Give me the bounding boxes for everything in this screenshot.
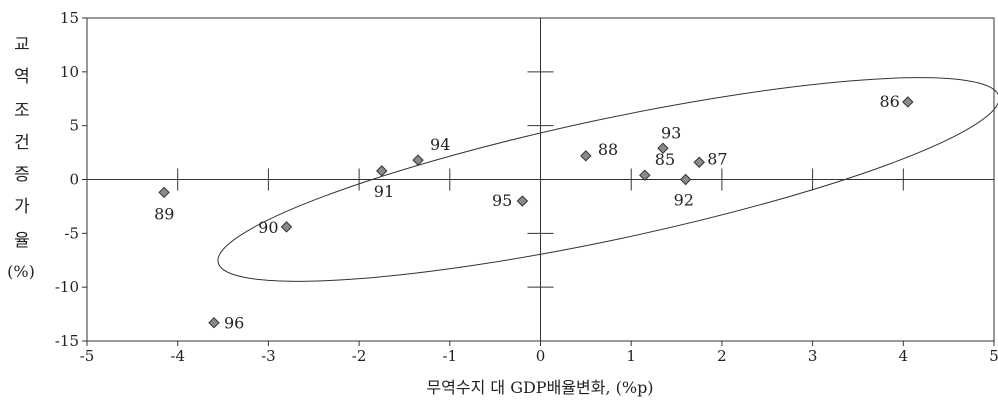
data-point-92 [679,173,692,186]
y-axis-label-char: 역 [14,67,30,87]
x-tick-label: 3 [808,347,818,365]
y-axis-label-char: 건 [14,133,30,153]
point-label-93: 93 [661,123,681,142]
y-tick-label: 10 [60,63,79,81]
x-tick-label: -2 [352,347,367,365]
x-tick-label: -4 [170,347,185,365]
y-tick-label: -5 [64,224,79,242]
axes [87,18,994,341]
point-label-86: 86 [879,92,899,111]
data-point-85 [639,169,651,181]
x-tick-label: -1 [442,347,457,365]
y-axis-label-char: 증 [14,165,30,185]
x-tick-label: 0 [536,347,546,365]
point-label-95: 95 [492,191,512,210]
x-tick-label: 4 [899,347,909,365]
point-label-85: 85 [655,150,675,169]
annotation-layer [217,77,998,282]
x-axis-label: 무역수지 대 GDP배율변화, (%p) [426,378,653,397]
data-points: 86 93 88 87 85 92 94 91 95 89 90 96 [154,92,914,333]
x-tick-label: 1 [626,347,636,365]
y-tick-label: -10 [55,278,79,296]
data-point-95 [516,195,529,207]
point-label-92: 92 [674,191,694,210]
point-label-94: 94 [430,135,450,154]
point-label-87: 87 [707,149,727,168]
point-label-91: 91 [374,182,394,201]
point-label-89: 89 [154,204,174,223]
data-point-94 [412,154,424,166]
x-tick-label: 5 [989,347,998,365]
data-point-93 [657,142,669,154]
point-label-96: 96 [224,314,244,333]
data-point-86 [902,96,914,108]
data-point-91 [376,165,388,177]
x-tick-label: 2 [717,347,727,365]
data-point-90 [280,221,293,233]
x-tick-label: -5 [80,347,95,365]
y-tick-label: -15 [55,332,79,350]
y-axis-label-char: 가 [14,197,30,217]
point-label-88: 88 [598,140,618,159]
data-point-88 [580,150,592,162]
data-point-96 [208,316,220,329]
x-tick-label: -3 [261,347,276,365]
y-axis-label-char: (%) [7,262,35,281]
point-label-90: 90 [258,218,278,237]
y-axis-label-char: 교 [14,35,30,55]
y-tick-label: 5 [69,117,79,135]
y-axis-label-char: 조 [14,101,30,121]
highlight-ellipse [217,77,998,282]
y-tick-label: 0 [69,171,79,189]
y-axis-label-char: 율 [14,231,30,251]
y-tick-label: 15 [60,9,79,27]
data-point-89 [158,186,170,199]
data-point-87 [693,156,705,168]
